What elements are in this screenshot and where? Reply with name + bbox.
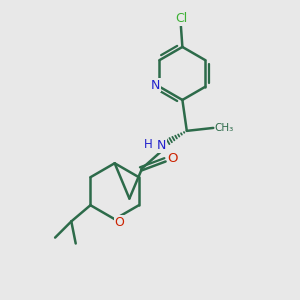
Text: H: H xyxy=(144,138,152,151)
Text: CH₃: CH₃ xyxy=(215,123,234,133)
Text: N: N xyxy=(151,79,160,92)
Text: N: N xyxy=(157,139,167,152)
Text: O: O xyxy=(114,216,124,229)
Text: Cl: Cl xyxy=(175,12,187,25)
Text: O: O xyxy=(167,152,178,165)
